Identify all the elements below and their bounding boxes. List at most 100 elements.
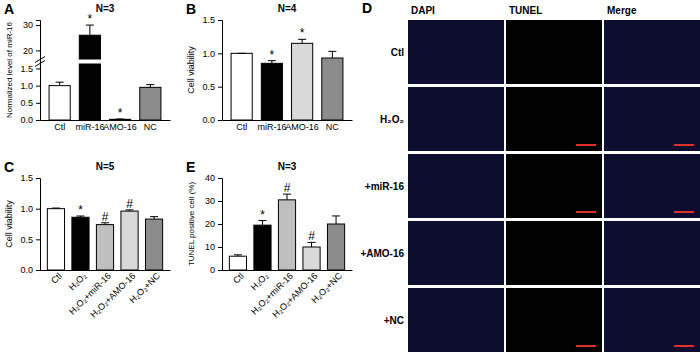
tick-label: 1.0 [202, 49, 215, 59]
bar [229, 256, 246, 270]
bar [231, 53, 252, 120]
y-axis: 010203040 [205, 173, 223, 275]
chart-title: N=3 [278, 161, 297, 172]
y-tick: 40 [205, 173, 222, 183]
bar [261, 63, 282, 120]
bar [140, 87, 161, 120]
error-line [332, 51, 333, 58]
scale-bar [576, 345, 596, 347]
micrograph [506, 87, 602, 151]
error-cap [56, 82, 64, 83]
y-axis-title: TUNEL positive cell (%) [187, 182, 196, 267]
scale-bar [674, 345, 694, 347]
tick-label: H₂O₂ [67, 270, 89, 292]
x-tick: H₂O₂+miR-16 [249, 271, 295, 317]
x-tick: NC [144, 122, 157, 132]
row-label: +NC [384, 315, 404, 326]
axis-line [223, 120, 353, 121]
x-tick: Ctl [49, 271, 64, 286]
error-bar [146, 85, 154, 88]
error-line [89, 25, 90, 35]
error-line [59, 82, 60, 85]
axis-line [218, 179, 223, 271]
chart-panel: *##010203040CtlH₂O₂H₂O₂+miR-16H₂O₂+AMO-1… [186, 159, 353, 320]
tick-mark [36, 50, 40, 51]
tick-label: 1.5 [202, 15, 215, 25]
tick-mark [36, 270, 40, 271]
tick-label: H₂O₂ [249, 270, 271, 292]
tick-label: NC [326, 122, 339, 132]
x-tick: H₂O₂ [249, 270, 271, 292]
error-bar [56, 82, 64, 85]
tick-label: 0.5 [20, 98, 33, 108]
chart-panel: **0.00.51.01.52030CtlmiR-16AMO-16NCN=3AN… [4, 1, 171, 132]
error-line [336, 216, 337, 224]
tick-label: miR-16 [257, 122, 286, 132]
significance-mark: # [126, 197, 133, 211]
y-tick: 1.5 [202, 15, 222, 25]
y-tick: 0.5 [20, 235, 40, 245]
tick-label: H₂O₂+miR-16 [67, 271, 113, 317]
significance-mark: * [118, 106, 123, 120]
micrograph [408, 288, 504, 352]
error-bar [234, 255, 242, 256]
x-tick: Ctl [236, 122, 247, 132]
significance-mark: # [102, 210, 109, 224]
y-tick: 0 [210, 265, 222, 275]
significance-mark: # [284, 181, 291, 195]
error-bar [332, 216, 340, 224]
plot-marks [47, 208, 162, 270]
y-axis-title: Cell viability [186, 46, 196, 94]
tick-label: miR-16 [75, 122, 104, 132]
bar [292, 43, 313, 120]
panel-label: A [4, 1, 14, 17]
chart-title: N=3 [96, 3, 115, 14]
bar [254, 225, 271, 270]
tick-label: Ctl [231, 271, 246, 286]
error-bar [238, 53, 246, 54]
significance-mark: # [308, 229, 315, 243]
tick-label: 1.0 [20, 81, 33, 91]
x-tick: H₂O₂+NC [127, 270, 162, 305]
tick-mark [36, 120, 40, 121]
significance-mark: * [270, 48, 275, 62]
x-axis: CtlmiR-16AMO-16NC [223, 121, 353, 133]
y-tick: 20 [205, 219, 222, 229]
micrograph [604, 20, 700, 84]
x-axis: CtlH₂O₂H₂O₂+miR-16H₂O₂+AMO-16H₂O₂+NC [41, 270, 171, 319]
error-cap [328, 51, 336, 52]
tick-label: 1.0 [20, 204, 33, 214]
tick-mark [218, 224, 222, 225]
micrograph [604, 154, 700, 218]
axis-line [41, 120, 171, 121]
micrograph [506, 154, 602, 218]
x-tick: Ctl [231, 271, 246, 286]
y-tick: 0.0 [202, 115, 222, 125]
micrograph [408, 87, 504, 151]
tick-label: 20 [205, 219, 215, 229]
micrograph [408, 154, 504, 218]
y-tick: 1.0 [202, 49, 222, 59]
tick-label: 0.5 [202, 82, 215, 92]
tick-mark [218, 53, 222, 54]
micrograph [506, 20, 602, 84]
tick-label: Ctl [49, 271, 64, 286]
tick-label: 1.5 [20, 64, 33, 74]
tick-mark [218, 120, 222, 121]
bar [121, 211, 138, 270]
tick-label: H₂O₂+miR-16 [249, 271, 295, 317]
row-label: +miR-16 [365, 181, 405, 192]
row-label: H₂O₂ [380, 114, 404, 125]
tick-label: 30 [205, 196, 215, 206]
axis-line [218, 21, 223, 121]
x-tick: H₂O₂+miR-16 [67, 271, 113, 317]
y-axis-title: Normalized level of miR-16 [5, 21, 14, 118]
axis-line [36, 179, 41, 271]
micrograph [408, 221, 504, 285]
x-tick: H₂O₂ [67, 270, 89, 292]
tick-mark [218, 20, 222, 21]
x-tick: AMO-16 [103, 122, 137, 132]
tick-label: NC [144, 122, 157, 132]
tick-mark [36, 178, 40, 179]
tick-label: H₂O₂+NC [127, 270, 162, 305]
